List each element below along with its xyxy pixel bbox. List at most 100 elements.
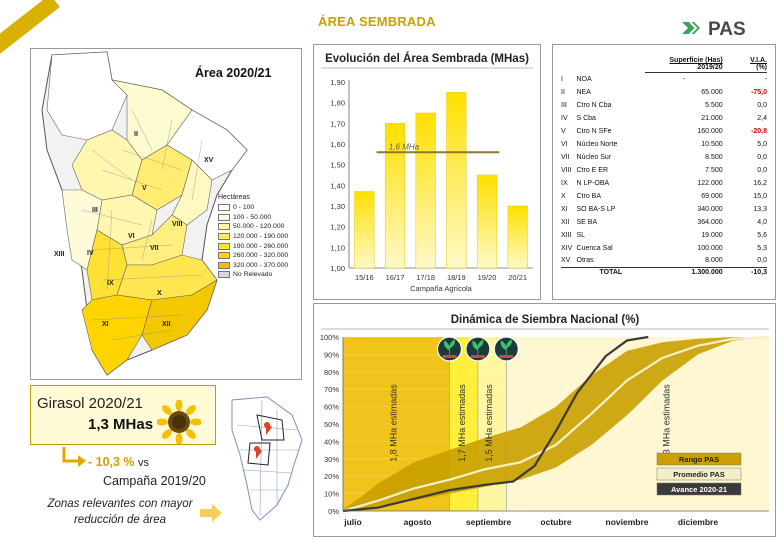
bar-x-axis-label: Campaña Agrícola (410, 284, 473, 293)
legend-label: 320.000 - 370.000 (233, 261, 289, 269)
table-cell-name: Cuenca Sal (576, 244, 613, 252)
girasol-change-pct: - 10,3 % (88, 455, 135, 469)
table-cell-sup: 122.000 (697, 179, 723, 187)
dyn-legend-item: Avance 2020-21 (656, 482, 742, 496)
table-row: I NOA - - (561, 73, 767, 86)
bar (415, 112, 436, 269)
legend-label: 50.000 - 120.000 (233, 223, 285, 231)
dyn-x-tick-label: diciembre (678, 517, 718, 527)
bar-y-tick-label: 1,70 (330, 119, 345, 128)
bar-y-tick-label: 1,40 (330, 181, 345, 190)
table-cell-name: Núcleo Sur (576, 153, 612, 161)
map-region-label: III (92, 207, 98, 214)
bar-y-tick-label: 1,20 (330, 223, 345, 232)
map-region-label: IX (107, 280, 114, 287)
table-cell-num: I (561, 75, 563, 83)
table-cell-via: 2,4 (757, 114, 767, 122)
bar-x-tick-label: 16/17 (386, 273, 405, 282)
table-cell-sup: 160.000 (697, 127, 723, 135)
table-cell-via: 0,0 (757, 166, 767, 174)
legend-label: 190.000 - 260.000 (233, 242, 289, 250)
bar-y-tick-label: 1,80 (330, 99, 345, 108)
table-cell-sup: 10.500 (701, 140, 723, 148)
table-cell-name: NOA (576, 75, 592, 83)
map-region-label: VIII (172, 221, 183, 228)
table-cell-via: 16,2 (753, 179, 767, 187)
table-header-unit: (%) (722, 64, 767, 73)
map-legend-title: Hectáreas (218, 194, 250, 201)
arrow-down-right-icon (62, 447, 86, 467)
table-header-campaign: 2019/20 (645, 64, 723, 73)
table-row: V Ctro N SFe 160.000 -20,8 (561, 125, 767, 138)
table-cell-name: SL (576, 231, 586, 239)
dyn-x-tick-label: octubre (540, 517, 571, 527)
dynamics-chart-title: Dinámica de Siembra Nacional (%) (451, 314, 640, 326)
dyn-legend-item: Promedio PAS (656, 467, 742, 481)
zones-text: Zonas relevantes con mayor reducción de … (47, 498, 193, 526)
map-region-label: X (157, 290, 162, 297)
table-header-superficie: Superficie (Has) (669, 57, 723, 64)
map-region-labels: II XV III V VIII VI XIII IV VII IX X XI XII (54, 131, 214, 328)
bar-x-tick-label: 19/20 (478, 273, 497, 282)
dyn-x-tick-label: agosto (404, 517, 432, 527)
table-cell-name: Núcleo Norte (576, 140, 618, 148)
girasol-value: 1,3 MHas (88, 416, 154, 433)
plant-icon (493, 336, 519, 362)
dyn-annotation: 1,8 MHa estimadas (388, 384, 398, 462)
dyn-line-avance (342, 335, 649, 513)
legend-item: 50.000 - 120.000 (218, 222, 300, 232)
bar-y-tick-label: 1,10 (330, 243, 345, 252)
map-legend: Hectáreas 0 - 100 100 - 50.000 50.000 - 12… (218, 194, 300, 280)
dyn-line-promedio-pas (342, 335, 770, 513)
table-total-label: TOTAL (599, 269, 623, 276)
girasol-vs: vs (138, 457, 150, 469)
table-cell-num: IX (561, 179, 568, 187)
svg-text:Avance 2020-21: Avance 2020-21 (671, 485, 727, 494)
dyn-band-rango-pas (343, 337, 769, 511)
table-cell-sup: 5.500 (705, 101, 723, 109)
table-cell-num: IV (561, 114, 568, 122)
bar-chart-title: Evolución del Área Sembrada (MHas) (325, 52, 529, 65)
table-cell-via: - (764, 75, 767, 83)
plant-icon (465, 336, 491, 362)
table-cell-via: -75,0 (751, 88, 767, 96)
svg-text:Promedio PAS: Promedio PAS (673, 470, 725, 479)
dyn-annotation: 1,7 MHa estimadas (457, 384, 467, 462)
table-row: XV Otras 8.000 0,0 (561, 255, 767, 268)
table-cell-name: Ctro N Cba (576, 101, 612, 109)
table-cell-sup: 19.000 (701, 231, 723, 239)
legend-swatch (218, 242, 230, 250)
page-title: ÁREA SEMBRADA (318, 14, 436, 29)
legend-swatch (218, 204, 230, 212)
bar-y-tick-label: 1,50 (330, 161, 345, 170)
plant-icon (436, 336, 463, 362)
table-cell-num: II (561, 88, 565, 96)
legend-item: 260.000 - 320.000 (218, 251, 300, 261)
dyn-y-tick-label: 80% (324, 368, 339, 377)
sunflower-icon (157, 400, 201, 444)
girasol-change: - 10,3 % vs (88, 455, 149, 469)
table-cell-num: VII (561, 153, 570, 161)
table-cell-sup: 7.500 (705, 166, 723, 174)
bar-chart: Evolución del Área Sembrada (MHas) 1,00 1,… (321, 52, 533, 293)
dyn-legend-item: Rango PAS (656, 452, 742, 466)
table-cell-sup: 8.500 (705, 153, 723, 161)
legend-swatch (218, 271, 230, 279)
table-cell-num: VI (561, 140, 568, 148)
table-row: XIII SL 19.000 5,6 (561, 229, 767, 242)
dyn-y-tick-label: 60% (324, 403, 339, 412)
table-cell-num: VIII (561, 166, 572, 174)
legend-label: 120.000 - 190.000 (233, 233, 289, 241)
legend-label: No Relevado (233, 271, 273, 279)
table-row: IV S Cba 21.000 2,4 (561, 112, 767, 125)
table-row: XIV Cuenca Sal 100.000 5,3 (561, 242, 767, 255)
legend-item: 100 - 50.000 (218, 213, 300, 223)
legend-item: No Relevado (218, 270, 300, 280)
table-cell-via: 0,0 (757, 257, 767, 265)
dyn-x-tick-label: julio (343, 517, 361, 527)
map-department-lines (81, 109, 203, 341)
table-cell-num: XV (561, 257, 571, 265)
dyn-y-tick-label: 30% (324, 455, 339, 464)
table-cell-sup: - (682, 75, 686, 83)
legend-label: 260.000 - 320.000 (233, 252, 289, 260)
